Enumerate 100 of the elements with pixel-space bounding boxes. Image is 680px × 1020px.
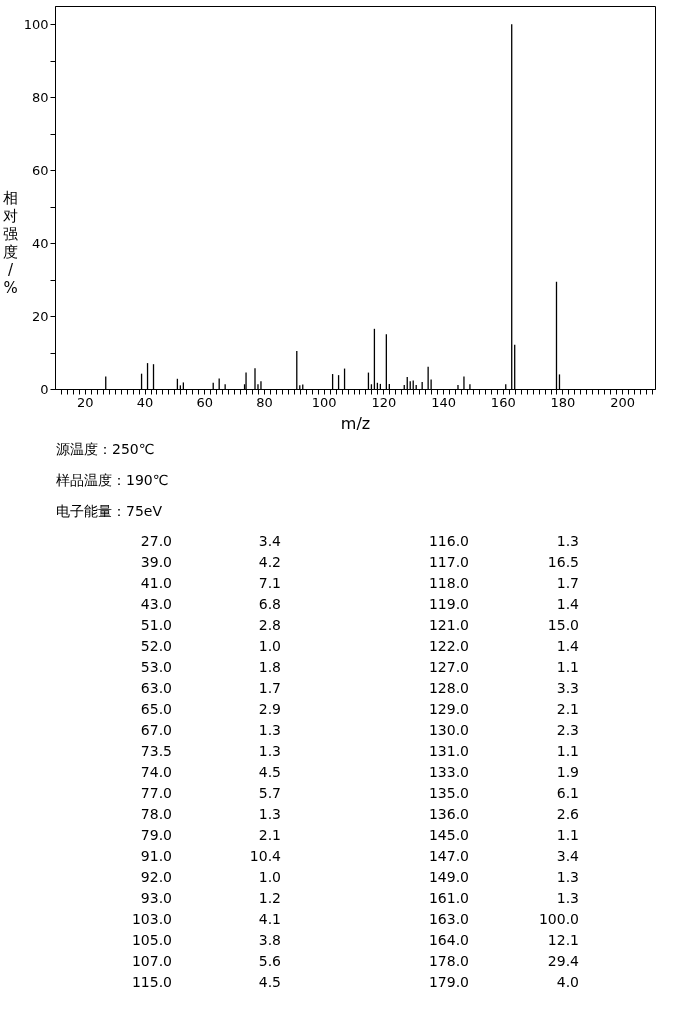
category-label: 130.0 [428, 722, 469, 738]
category-label: 164.0 [428, 932, 469, 948]
text: 1.7 [258, 680, 281, 696]
text: 12.1 [547, 932, 579, 948]
text: 29.4 [547, 953, 579, 969]
text: 1.3 [556, 869, 579, 885]
category-label: 131.0 [428, 743, 469, 759]
category-label: 127.0 [428, 659, 469, 675]
text: 4.2 [258, 554, 281, 570]
text: 2.3 [556, 722, 579, 738]
text: 4.5 [258, 764, 281, 780]
category-label: 63.0 [140, 680, 172, 696]
y-tick-label: 40 [31, 235, 49, 251]
category-label: 136.0 [428, 806, 469, 822]
text: 16.5 [547, 554, 579, 570]
text: 2.9 [258, 701, 281, 717]
x-axis-title: m/z [340, 413, 371, 433]
category-label: 129.0 [428, 701, 469, 717]
category-label: 122.0 [428, 638, 469, 654]
x-tick-label: 100 [311, 394, 337, 410]
category-label: 133.0 [428, 764, 469, 780]
x-tick-label: 40 [136, 394, 154, 410]
text: 5.6 [258, 953, 281, 969]
category-label: 145.0 [428, 827, 469, 843]
y-tick-label: 20 [31, 308, 49, 324]
x-tick-label: 160 [490, 394, 516, 410]
category-label: 161.0 [428, 890, 469, 906]
category-label: 117.0 [428, 554, 469, 570]
text: 2.6 [556, 806, 579, 822]
category-label: 51.0 [140, 617, 172, 633]
x-tick-label: 20 [77, 394, 94, 410]
text: 1.0 [258, 638, 281, 654]
category-label: 128.0 [428, 680, 469, 696]
text: 10.4 [249, 848, 281, 864]
category-label: 93.0 [140, 890, 172, 906]
text: 6.1 [556, 785, 579, 801]
category-label: 179.0 [428, 974, 469, 990]
text: 1.3 [258, 722, 281, 738]
text: 1.0 [258, 869, 281, 885]
text: 1.3 [556, 533, 579, 549]
category-label: 78.0 [140, 806, 172, 822]
text: 5.7 [258, 785, 281, 801]
text: 15.0 [547, 617, 579, 633]
text: 2.1 [556, 701, 579, 717]
category-label: 74.0 [140, 764, 172, 780]
category-label: 73.5 [140, 743, 172, 759]
x-tick-label: 180 [550, 394, 576, 410]
category-label: 119.0 [428, 596, 469, 612]
category-label: 41.0 [140, 575, 172, 591]
text: 1.7 [556, 575, 579, 591]
text: 3.4 [556, 848, 579, 864]
category-label: 115.0 [131, 974, 172, 990]
text: 1.4 [556, 596, 579, 612]
category-label: 77.0 [140, 785, 172, 801]
category-label: 52.0 [140, 638, 172, 654]
category-label: 67.0 [140, 722, 172, 738]
category-label: 103.0 [131, 911, 172, 927]
text: 4.5 [258, 974, 281, 990]
category-label: 116.0 [428, 533, 469, 549]
category-label: 91.0 [140, 848, 172, 864]
text: 源温度：250℃ [56, 441, 155, 457]
category-label: 163.0 [428, 911, 469, 927]
text: 1.2 [258, 890, 281, 906]
text: 6.8 [258, 596, 281, 612]
text: 1.4 [556, 638, 579, 654]
y-axis-title: 相对强度/% [3, 189, 18, 297]
category-label: 92.0 [140, 869, 172, 885]
x-tick-label: 80 [256, 394, 273, 410]
text: 1.3 [258, 743, 281, 759]
text: 2.1 [258, 827, 281, 843]
text: 1.3 [556, 890, 579, 906]
category-label: 135.0 [428, 785, 469, 801]
x-tick-label: 200 [610, 394, 636, 410]
category-label: 147.0 [428, 848, 469, 864]
x-tick-label: 140 [431, 394, 456, 410]
text: 1.1 [556, 743, 579, 759]
text: 1.3 [258, 806, 281, 822]
text: 1.9 [556, 764, 579, 780]
text: 2.8 [258, 617, 281, 633]
text: 1.1 [556, 659, 579, 675]
text: 7.1 [258, 575, 281, 591]
category-label: 149.0 [428, 869, 469, 885]
text: 电子能量：75eV [56, 503, 163, 519]
category-label: 105.0 [131, 932, 172, 948]
text: 样品温度：190℃ [56, 472, 169, 488]
category-label: 53.0 [140, 659, 172, 675]
text: 100.0 [538, 911, 579, 927]
y-tick-label: 100 [23, 16, 49, 32]
category-label: 39.0 [140, 554, 172, 570]
x-tick-label: 60 [196, 394, 214, 410]
category-label: 65.0 [140, 701, 172, 717]
category-label: 27.0 [140, 533, 172, 549]
text: 1.8 [258, 659, 281, 675]
text: 3.4 [258, 533, 281, 549]
text: 4.0 [556, 974, 579, 990]
text: 1.1 [556, 827, 579, 843]
text: 3.3 [556, 680, 579, 696]
category-label: 121.0 [428, 617, 469, 633]
category-label: 118.0 [428, 575, 469, 591]
y-tick-label: 60 [31, 162, 49, 178]
